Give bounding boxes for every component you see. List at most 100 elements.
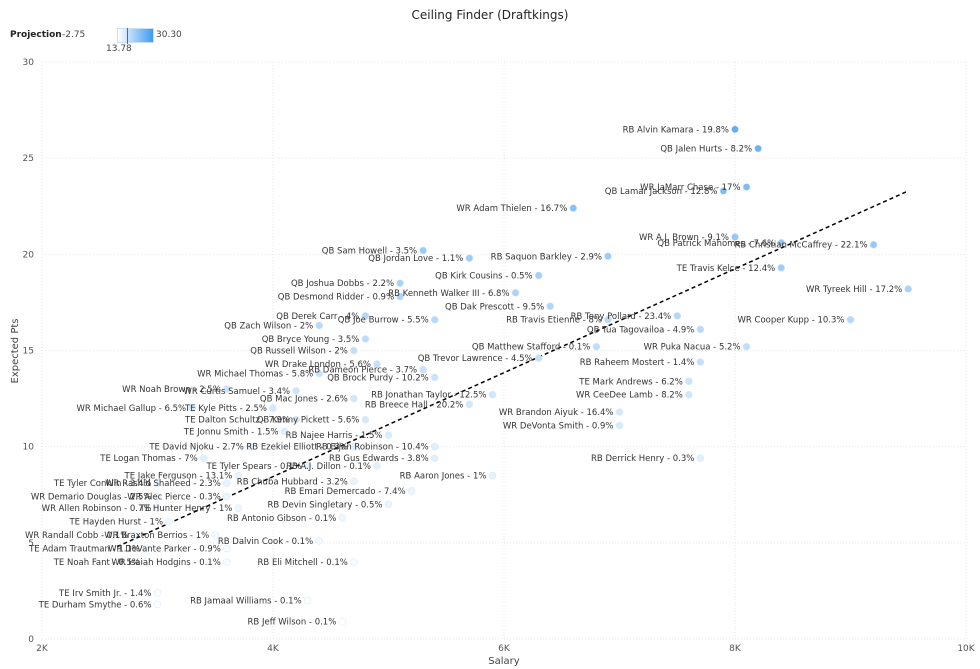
point-label: RB Breece Hall - 20.2% <box>365 400 463 410</box>
y-axis-title: Expected Pts <box>10 319 21 384</box>
point-label: RB Devin Singletary - 0.5% <box>268 500 383 510</box>
data-point <box>546 302 554 311</box>
data-point <box>396 292 404 301</box>
data-point <box>396 279 404 287</box>
point-label: TE Jonnu Smith - 1.5% <box>183 427 279 437</box>
legend-marker-value: 13.78 <box>106 44 132 54</box>
point-label: WR Isaiah Hodgins - 0.1% <box>111 558 220 568</box>
data-point <box>685 390 693 399</box>
y-tick-label: 20 <box>23 250 35 260</box>
data-point <box>165 517 173 526</box>
y-tick-label: 0 <box>28 635 34 645</box>
data-point <box>361 335 370 343</box>
y-tick-label: 25 <box>23 154 34 164</box>
point-label: RB Eli Mitchell - 0.1% <box>258 558 348 568</box>
data-point <box>673 312 681 320</box>
point-label: TE Dalton Schultz - 7.9% <box>184 416 290 426</box>
data-point <box>315 321 323 330</box>
data-point <box>153 589 162 597</box>
point-label: QB Russell Wilson - 2% <box>250 347 348 357</box>
data-point <box>731 233 739 241</box>
data-point <box>280 427 289 436</box>
point-label: RB Emari Demercado - 7.4% <box>285 487 406 497</box>
point-label: RB Christian McCaffrey - 22.1% <box>735 241 868 251</box>
data-point <box>742 183 751 191</box>
point-label: TE Kyle Pitts - 2.5% <box>184 404 267 414</box>
data-point <box>407 487 416 495</box>
point-label: TE Noah Fant - 0.5% <box>53 558 140 568</box>
point-label: RB Dalvin Cook - 0.1% <box>218 537 313 547</box>
data-point <box>142 544 150 553</box>
data-point <box>742 342 751 351</box>
data-point <box>604 252 612 261</box>
data-point <box>615 421 624 430</box>
point-label: WR Alec Pierce - 0.3% <box>127 493 221 503</box>
data-point <box>315 369 323 378</box>
point-label: RB Antonio Gibson - 0.1% <box>227 514 336 524</box>
point-label: QB Dak Prescott - 9.5% <box>445 302 544 312</box>
data-point <box>234 504 243 512</box>
point-label: WR Michael Gallup - 6.5% <box>77 404 187 414</box>
point-label: RB Raheem Mostert - 1.4% <box>580 358 695 368</box>
data-point <box>361 415 370 424</box>
point-label: RB Ezekiel Elliott - 0.3% <box>246 443 347 453</box>
data-point <box>223 558 231 566</box>
point-label: RB Dameon Pierce - 3.7% <box>308 366 417 376</box>
gridlines <box>41 61 967 640</box>
x-tick-label: 2K <box>36 644 49 654</box>
point-label: TE Irv Smith Jr. - 1.4% <box>58 589 151 599</box>
points-group <box>130 125 912 626</box>
point-label: TE Jake Ferguson - 13.1% <box>124 472 233 482</box>
axes: 0 5 10 15 20 25 30 2K 4K 6K 8K 10K <box>23 58 976 654</box>
point-label: WR Rashid Shaheed - 2.3% <box>105 479 221 489</box>
data-point <box>153 504 162 512</box>
data-point <box>777 239 785 247</box>
point-label: RB Saquon Barkley - 2.9% <box>491 252 602 262</box>
data-point <box>361 312 370 320</box>
point-label: RB A.J. Dillon - 0.1% <box>286 462 371 472</box>
point-label: TE Tyler Spears - 0.1% <box>205 462 301 472</box>
point-label: WR Randall Cobb - 0.1% <box>25 531 128 541</box>
trendline <box>116 190 909 548</box>
point-label: RB Aaron Jones - 1% <box>400 472 487 482</box>
data-point <box>246 442 254 451</box>
point-label: QB Desmond Ridder - 0.9% <box>278 293 394 303</box>
data-point <box>350 558 358 566</box>
point-label: WR Demario Douglas - 2.5% <box>31 493 152 503</box>
y-tick-label: 10 <box>23 443 35 453</box>
data-point <box>292 387 300 395</box>
data-point <box>338 617 347 626</box>
data-point <box>696 358 705 366</box>
point-label: TE Tyler Conklin - 3.4% <box>53 479 152 489</box>
point-label: RB Jamaal Williams - 0.1% <box>190 597 302 607</box>
data-point <box>511 289 520 297</box>
x-axis-title: Salary <box>488 656 519 667</box>
point-label: QB Mac Jones - 2.6% <box>260 395 348 405</box>
data-point <box>685 377 693 386</box>
data-point <box>350 346 358 355</box>
point-label: QB Zach Wilson - 2% <box>224 321 313 331</box>
data-point <box>153 479 162 487</box>
point-label: QB Jordan Love - 1.1% <box>368 254 463 264</box>
data-point <box>315 537 323 545</box>
point-label: RB Chuba Hubbard - 3.2% <box>237 477 348 487</box>
point-label: QB Trevor Lawrence - 4.5% <box>418 354 533 364</box>
data-point <box>223 544 231 553</box>
data-point <box>465 400 474 409</box>
data-point <box>223 479 231 487</box>
point-label: RB Travis Etienne - 8% <box>506 316 602 326</box>
data-point <box>303 462 312 470</box>
data-point <box>430 315 439 324</box>
data-point <box>465 254 474 262</box>
point-label: QB Kenny Pickett - 5.6% <box>257 416 360 426</box>
data-point <box>534 271 543 280</box>
data-point <box>904 285 912 293</box>
data-point <box>534 354 543 362</box>
point-label: TE Hayden Hurst - 1% <box>68 518 163 528</box>
point-label: WR Braxton Berrios - 1% <box>104 531 209 541</box>
point-label: QB Derek Carr - 4% <box>276 312 359 322</box>
point-label: WR Puka Nacua - 5.2% <box>644 343 741 353</box>
x-tick-label: 6K <box>498 644 511 654</box>
data-point <box>234 471 243 480</box>
